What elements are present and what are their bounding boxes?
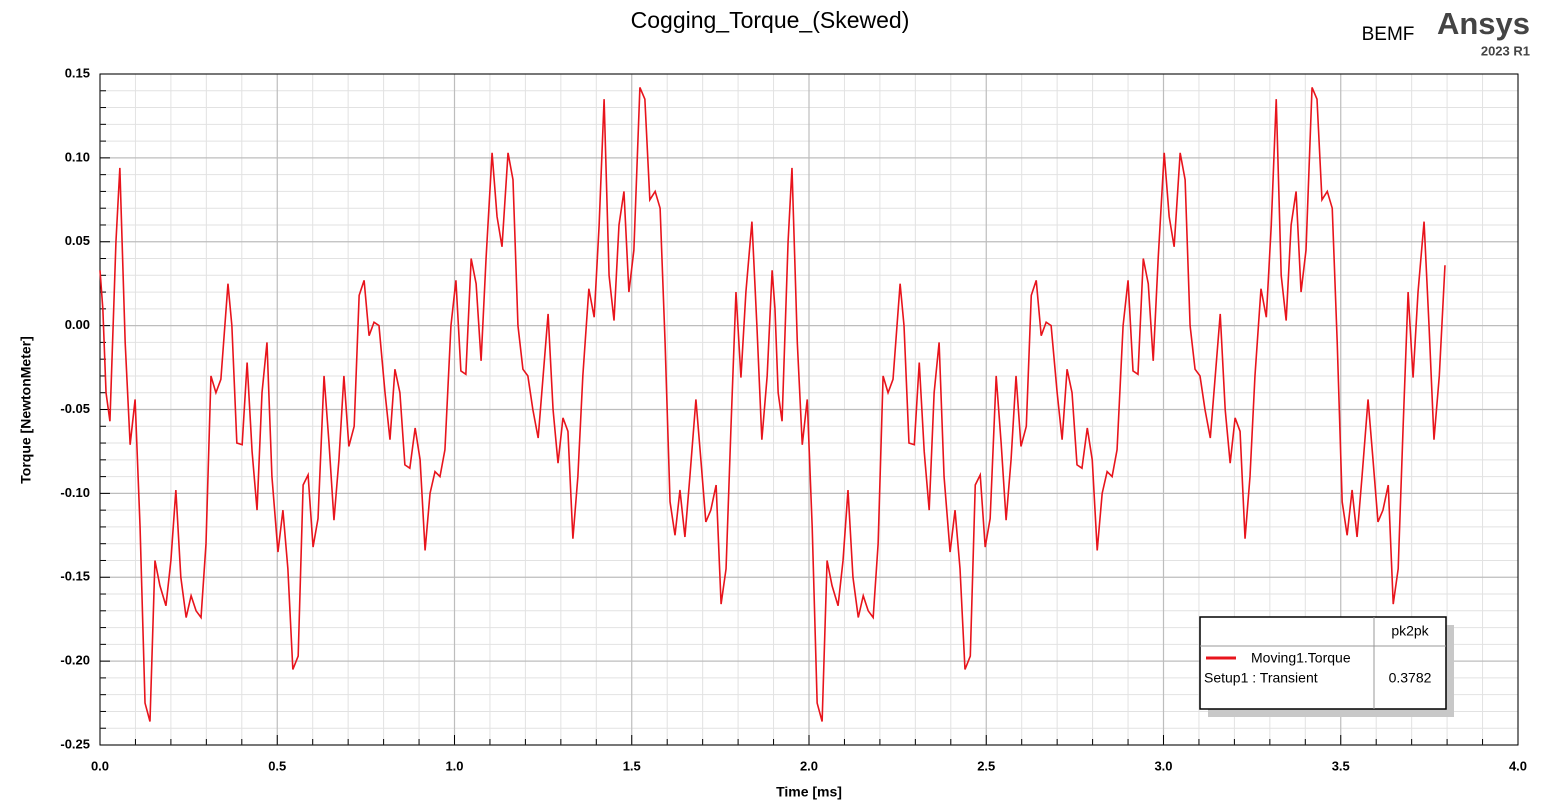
- legend-setup: Setup1 : Transient: [1204, 670, 1318, 686]
- x-axis-label: Time [ms]: [776, 784, 842, 800]
- y-tick-label: 0.10: [65, 149, 90, 164]
- x-tick-label: 2.5: [977, 758, 995, 773]
- y-tick-label: -0.05: [60, 401, 90, 416]
- brand-context: BEMF: [1362, 24, 1415, 45]
- y-tick-label: 0.05: [65, 233, 90, 248]
- brand-version: 2023 R1: [1481, 43, 1530, 58]
- x-tick-label: 0.0: [91, 758, 109, 773]
- plot-frame: [99, 73, 1519, 746]
- x-tick-label: 1.5: [623, 758, 641, 773]
- x-tick-label: 3.0: [1154, 758, 1172, 773]
- legend-value: 0.3782: [1389, 670, 1432, 686]
- x-tick-label: 3.5: [1332, 758, 1350, 773]
- grid: 0.0 0.5 1.0 1.5 2.0 2.5 3.0 3.5 4.0 -0.25 -0.20 -0.…: [60, 65, 1527, 773]
- legend-label: Moving1.Torque: [1251, 650, 1351, 666]
- x-tick-label: 2.0: [800, 758, 818, 773]
- y-tick-label: 0.00: [65, 317, 90, 332]
- legend-box: [1199, 616, 1447, 710]
- legend-header: pk2pk: [1391, 623, 1429, 639]
- x-tick-label: 0.5: [268, 758, 286, 773]
- y-tick-label: 0.15: [65, 65, 90, 80]
- y-tick-label: -0.10: [60, 485, 90, 500]
- series-line: [99, 87, 1446, 722]
- x-tick-label: 4.0: [1509, 758, 1527, 773]
- chart-title: Cogging_Torque_(Skewed): [631, 7, 910, 33]
- y-tick-label: -0.20: [60, 653, 90, 668]
- plot-area: [99, 87, 1446, 722]
- x-tick-label: 1.0: [445, 758, 463, 773]
- brand-name: Ansys: [1437, 6, 1530, 41]
- y-axis-label: Torque [NewtonMeter]: [18, 336, 34, 484]
- legend: pk2pk Moving1.Torque Setup1 : Transient …: [1199, 616, 1454, 717]
- y-tick-label: -0.15: [60, 569, 90, 584]
- y-tick-label: -0.25: [60, 736, 90, 751]
